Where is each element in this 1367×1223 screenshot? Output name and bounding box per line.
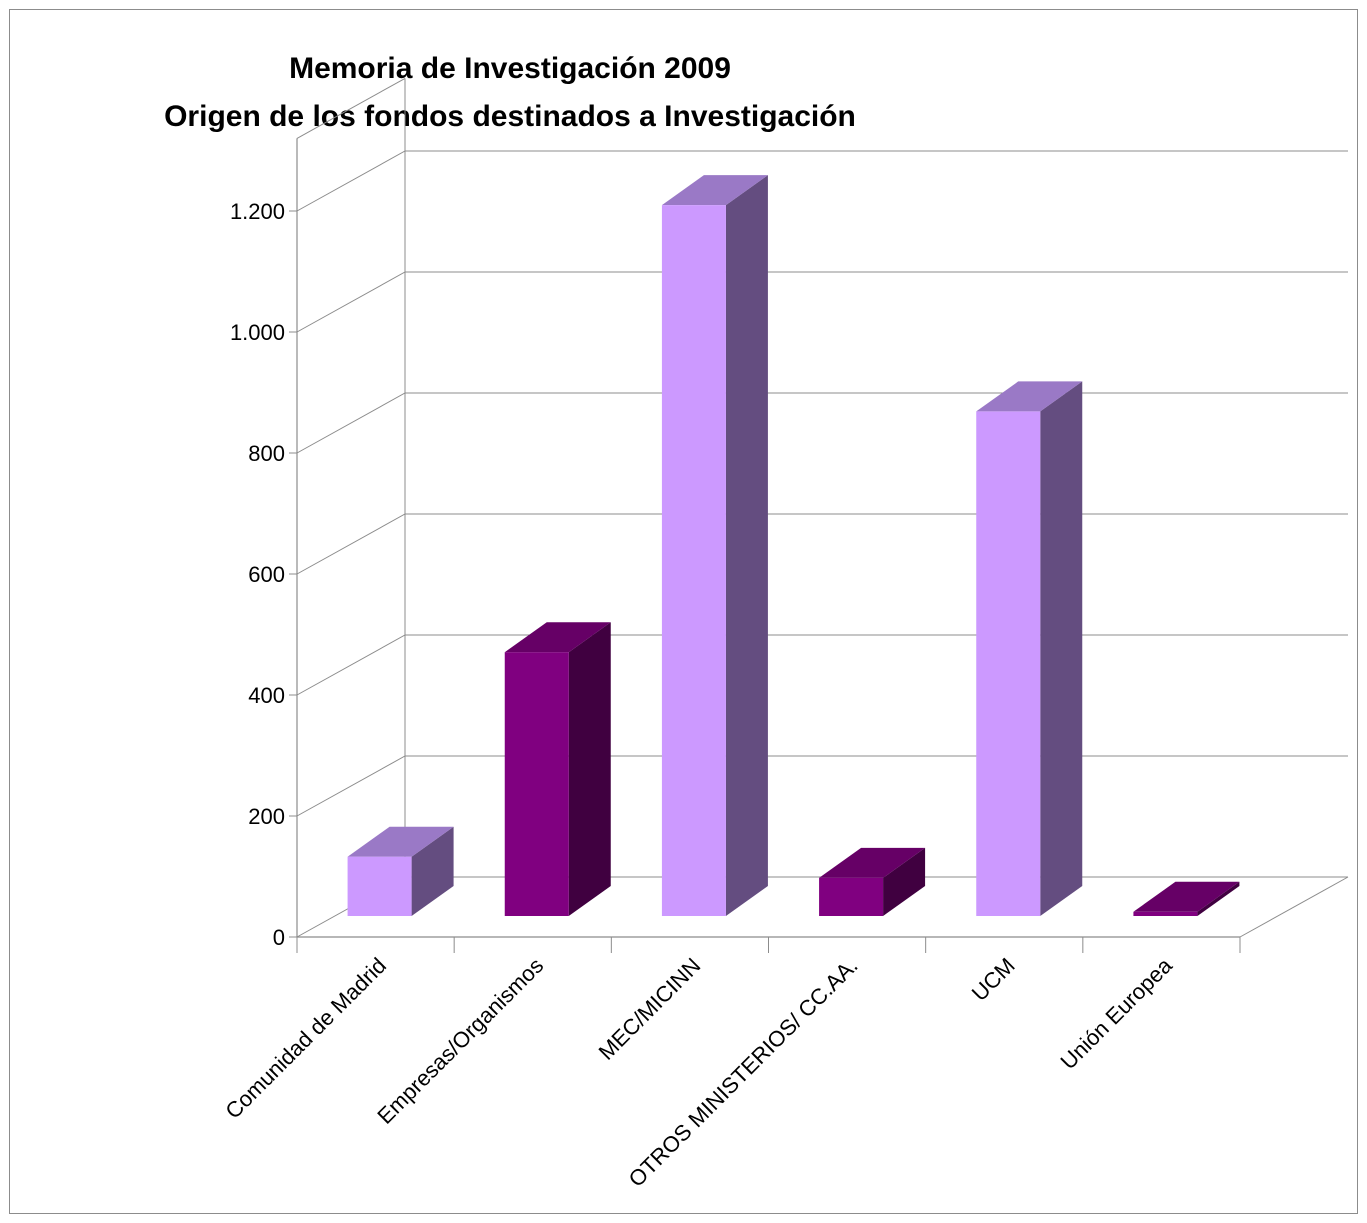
bars — [347, 175, 1240, 916]
bar-side — [725, 175, 768, 916]
gridline-1000 — [296, 271, 1348, 333]
y-tick-label: 600 — [248, 562, 285, 587]
wall-top-edge — [296, 77, 406, 139]
bar-top — [819, 847, 926, 878]
bar-side — [568, 622, 611, 916]
bar-top — [1133, 881, 1240, 912]
chart-title: Memoria de Investigación 2009 — [289, 52, 731, 85]
bar-top — [976, 381, 1083, 412]
axes — [289, 138, 1349, 953]
bar-front — [819, 877, 884, 916]
y-tick-labels: 0 200 400 600 800 1.000 1.200 — [230, 199, 285, 950]
bar-0 — [347, 826, 454, 916]
gridlines — [296, 150, 1348, 938]
gridline-1200 — [296, 150, 1348, 212]
plot-walls — [296, 77, 406, 877]
chart-subtitle: Origen de los fondos destinados a Invest… — [164, 100, 856, 133]
bar-side — [1197, 881, 1240, 916]
bar-3 — [819, 847, 926, 916]
y-tick-label: 800 — [248, 441, 285, 466]
category-label: Unión Europea — [1055, 952, 1177, 1074]
bar-top — [661, 175, 768, 206]
bar-side — [411, 826, 454, 916]
category-label: MEC/MICINN — [594, 953, 706, 1065]
bar-1 — [504, 622, 611, 916]
category-label: Comunidad de Madrid — [220, 953, 391, 1124]
bar-4 — [976, 381, 1083, 916]
bar-side — [883, 847, 926, 916]
bar-5 — [1133, 881, 1240, 916]
bar-front — [347, 856, 412, 916]
floor-right-edge — [1239, 876, 1349, 938]
bar-front — [1133, 911, 1198, 916]
bar-front — [661, 205, 726, 916]
y-tick-label: 0 — [273, 925, 285, 950]
y-tick-label: 400 — [248, 683, 285, 708]
y-tick-label: 1.000 — [230, 320, 285, 345]
bar-top — [347, 826, 454, 857]
gridline-200 — [296, 755, 1348, 817]
bar-2 — [661, 175, 768, 916]
y-tick-label: 1.200 — [230, 199, 285, 224]
bar-side — [1040, 381, 1083, 916]
category-label: Empresas/Organismos — [372, 953, 548, 1129]
bar-top — [504, 622, 611, 653]
y-tick-label: 200 — [248, 804, 285, 829]
category-label: UCM — [967, 953, 1020, 1006]
gridline-800 — [296, 392, 1348, 454]
gridline-400 — [296, 634, 1348, 696]
bar-front — [504, 652, 569, 916]
gridline-600 — [296, 513, 1348, 575]
bar-front — [976, 411, 1041, 916]
